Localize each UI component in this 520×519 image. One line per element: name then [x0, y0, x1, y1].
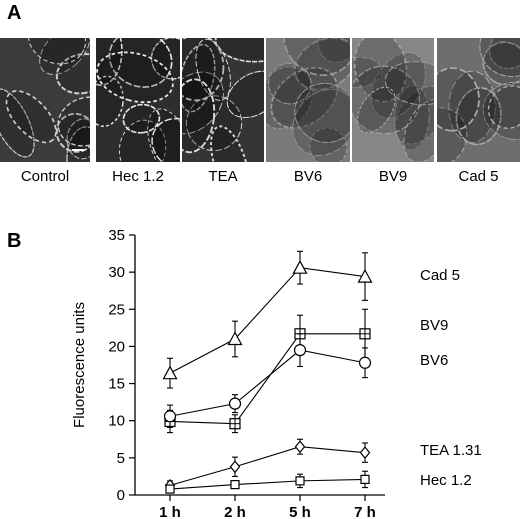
fluorescence-line-chart: 0 5 10 15 20 25 30 35 1 h 2 h 5 h 7 h Fluorescence u…	[71, 227, 482, 519]
series-line	[169, 349, 366, 417]
micrograph-label: Control	[20, 168, 70, 185]
y-tick-label: 0	[117, 487, 125, 504]
y-tick-label: 15	[108, 376, 125, 393]
cell-outline	[66, 126, 90, 162]
data-point	[230, 480, 240, 490]
cell-outline	[151, 117, 180, 162]
data-point	[359, 446, 371, 460]
data-point	[163, 410, 177, 423]
micrograph-label: BV6	[293, 168, 323, 185]
y-tick-label: 30	[108, 264, 125, 281]
cell-outline	[182, 78, 216, 154]
cell-outline	[394, 85, 434, 145]
cell-outline	[356, 86, 396, 134]
cell-outline	[39, 38, 90, 75]
micrograph-4	[266, 38, 350, 162]
cell-outline	[122, 103, 161, 134]
cell-outline	[489, 38, 520, 70]
cell-outline	[482, 41, 520, 86]
cell-outline	[226, 70, 264, 119]
cell-outline	[403, 98, 434, 162]
cell-outline	[182, 71, 224, 135]
data-point	[229, 460, 241, 474]
panel-b-label: B	[7, 230, 22, 252]
panel-a-label: A	[7, 2, 22, 24]
cell-outline	[195, 38, 231, 101]
cell-outline	[317, 38, 350, 63]
series-line	[169, 446, 366, 486]
cell-outline	[96, 75, 124, 128]
series-line	[169, 478, 366, 490]
cell-outline	[27, 38, 87, 65]
cell-outline	[309, 127, 348, 162]
x-tick-label: 7 h	[354, 504, 376, 519]
cell-outline	[210, 125, 250, 162]
series-label: TEA 1.31	[420, 442, 482, 459]
x-tick-label: 2 h	[224, 504, 246, 519]
cell-outline	[270, 66, 339, 129]
y-tick-label: 35	[108, 227, 125, 244]
y-tick-label: 20	[108, 338, 125, 355]
micrograph-6	[437, 38, 520, 162]
data-point	[294, 440, 306, 454]
cell-outline	[182, 43, 216, 113]
cell-outline	[118, 119, 167, 162]
series-line	[169, 267, 366, 374]
data-point	[293, 344, 307, 357]
data-point	[358, 356, 372, 369]
cell-outline	[185, 95, 243, 152]
micrograph-label: TEA	[208, 168, 238, 185]
data-point	[227, 331, 243, 346]
cell-outline	[294, 82, 350, 143]
cell-outline	[147, 108, 180, 162]
series-label: Hec 1.2	[420, 472, 472, 489]
micrograph-3	[182, 38, 264, 162]
y-tick-label: 5	[117, 450, 125, 467]
cell-outline	[394, 85, 430, 151]
cell-outline	[283, 38, 350, 76]
micrograph-label: Cad 5	[458, 168, 499, 185]
cell-outline	[268, 63, 312, 105]
x-tick-label: 5 h	[289, 504, 311, 519]
cell-outline	[214, 38, 264, 63]
data-point	[357, 268, 373, 283]
y-axis-label: Fluorescence units	[71, 302, 88, 428]
cell-outline	[487, 85, 520, 129]
cell-outline	[352, 65, 421, 135]
cell-outline	[96, 51, 174, 104]
x-tick-label: 1 h	[159, 504, 181, 519]
data-point	[360, 474, 370, 484]
series-label: BV6	[420, 352, 448, 369]
cell-outline	[5, 90, 57, 144]
micrograph-label: Hec 1.2	[112, 168, 164, 185]
micrograph-label: BV9	[378, 168, 408, 185]
cell-outline	[437, 67, 480, 132]
micrograph-1	[0, 38, 90, 162]
data-point	[292, 259, 308, 274]
data-point	[295, 476, 305, 486]
data-point	[228, 397, 242, 410]
data-point	[165, 484, 175, 494]
cell-outline	[66, 118, 90, 160]
cell-outline	[55, 112, 90, 153]
series-line	[169, 333, 365, 425]
y-tick-label: 10	[108, 413, 125, 430]
cell-outline	[384, 61, 434, 106]
cell-outline	[294, 38, 350, 91]
series-label: Cad 5	[420, 267, 460, 284]
micrograph-5	[352, 38, 434, 162]
micrograph-2	[96, 38, 180, 162]
data-point	[162, 365, 178, 380]
cell-outline	[437, 107, 468, 162]
cell-outline	[57, 96, 90, 147]
y-tick-label: 25	[108, 301, 125, 318]
cell-outline	[96, 38, 123, 86]
cell-outline	[479, 38, 520, 78]
series-label: BV9	[420, 317, 448, 334]
cell-outline	[55, 53, 90, 95]
cell-outline	[0, 88, 35, 158]
